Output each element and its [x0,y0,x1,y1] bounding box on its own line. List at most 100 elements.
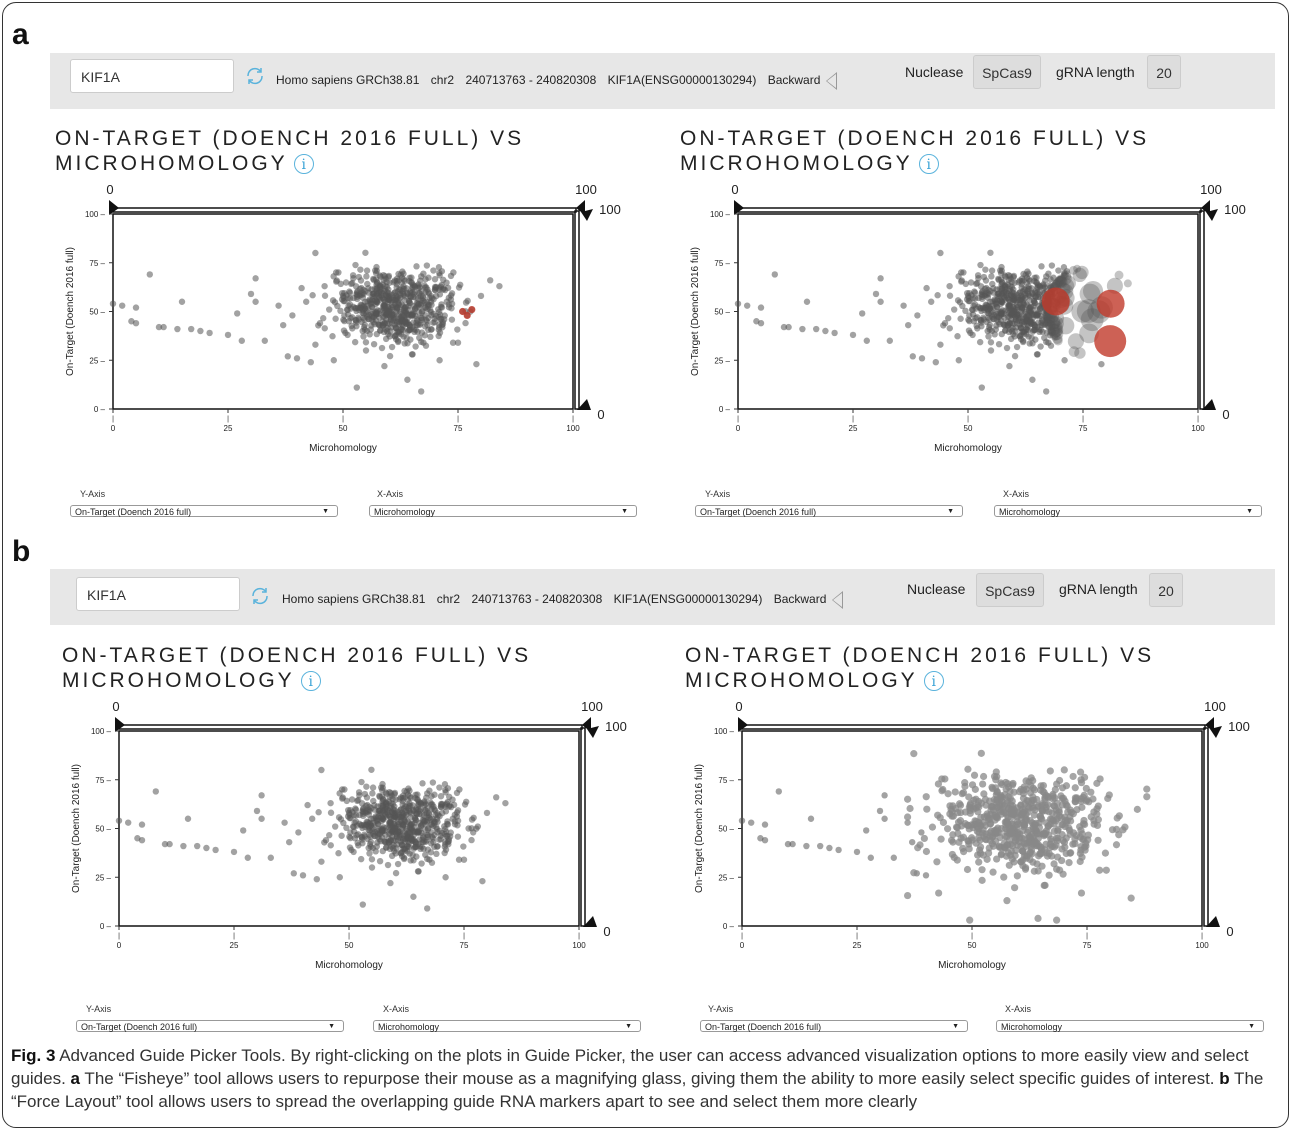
data-point [946,292,954,299]
data-point [419,780,426,787]
data-point [422,284,429,291]
data-point [396,294,404,302]
data-point [386,788,393,796]
data-point [1033,795,1041,804]
y-axis-select[interactable]: On-Target (Doench 2016 full) ▼ [76,1020,344,1032]
backward-arrow-icon[interactable] [825,72,837,90]
data-point [1002,778,1010,787]
data-point [346,295,354,302]
data-point [972,818,980,826]
data-point [380,271,387,279]
brush-handle-icon [587,726,599,738]
data-point [1073,264,1081,273]
data-point [454,339,462,346]
data-point [966,312,973,319]
data-point [353,831,360,839]
data-point [918,355,926,362]
x-axis-select[interactable]: Microhomology ▼ [996,1020,1264,1032]
x-axis-select[interactable]: Microhomology ▼ [994,505,1262,517]
data-point [859,310,866,317]
x-tick-label: 25 [230,941,239,950]
data-point [803,298,811,305]
refresh-icon[interactable] [249,585,271,607]
data-point [822,327,829,335]
y-axis-select[interactable]: On-Target (Doench 2016 full) ▼ [700,1020,968,1032]
highlighted-point [1096,289,1125,318]
brush-right-top-label: 100 [599,202,621,217]
data-point [304,801,311,809]
brush-right-bottom-label: 0 [1222,407,1229,422]
data-point [403,285,410,292]
data-point [1003,841,1011,849]
nuclease-select[interactable]: SpCas9 [973,55,1041,89]
data-point [973,322,980,330]
data-point [1087,788,1095,796]
data-point [1061,270,1072,281]
data-point [1046,840,1054,848]
x-tick-mark: | [457,416,459,423]
data-point [1043,314,1051,322]
grna-length-input[interactable]: 20 [1149,573,1183,607]
brush-top-right-label: 100 [581,699,603,714]
y-tick-label: 25 – [95,873,111,882]
dropdown-caret-icon: ▼ [328,1023,335,1030]
data-point [346,844,354,851]
nuclease-select[interactable]: SpCas9 [976,573,1044,607]
grna-length-input[interactable]: 20 [1147,55,1181,89]
data-point [244,854,251,861]
backward-arrow-icon[interactable] [831,591,843,609]
info-icon[interactable]: i [300,671,321,692]
data-point [813,325,820,333]
data-point [454,833,462,840]
data-point [333,278,340,285]
data-point [384,861,392,869]
data-point [971,785,979,793]
data-point [363,794,371,801]
data-point [1030,821,1038,829]
data-point [462,319,469,327]
data-point [1093,805,1101,813]
gene-search-input[interactable]: KIF1A [70,59,234,93]
data-point [987,339,995,346]
data-point [993,855,1001,863]
data-point [922,872,930,879]
data-point [1105,791,1113,799]
data-point [761,837,769,844]
data-point [957,269,965,276]
data-point [1058,831,1066,839]
x-axis-select[interactable]: Microhomology ▼ [369,505,637,517]
data-point [394,818,402,826]
data-point [1033,860,1041,868]
data-point [409,851,416,859]
data-point [1096,866,1104,874]
info-icon[interactable]: i [918,154,939,175]
brush-right-top-label: 100 [1224,202,1246,217]
info-icon[interactable]: i [923,671,944,692]
y-tick-label: 100 – [91,727,112,736]
data-point [329,333,336,340]
data-point [1058,794,1066,802]
data-point [400,855,408,863]
data-point [1019,847,1027,855]
y-axis-select[interactable]: On-Target (Doench 2016 full) ▼ [695,505,963,517]
data-point [1020,840,1028,848]
info-icon[interactable]: i [293,154,314,175]
x-axis-select[interactable]: Microhomology ▼ [373,1020,641,1032]
data-point [418,860,425,867]
data-point [399,323,406,331]
y-axis-select[interactable]: On-Target (Doench 2016 full) ▼ [70,505,338,517]
x-brush-bar [741,724,1206,730]
data-point [1102,866,1110,874]
data-point [979,818,988,827]
range-text: 240713763 - 240820308 [471,592,603,607]
gene-search-input[interactable]: KIF1A [76,577,240,611]
data-point [429,779,437,786]
data-point [410,832,417,839]
data-point [985,844,993,852]
data-point [1052,333,1063,344]
refresh-icon[interactable] [244,65,266,87]
